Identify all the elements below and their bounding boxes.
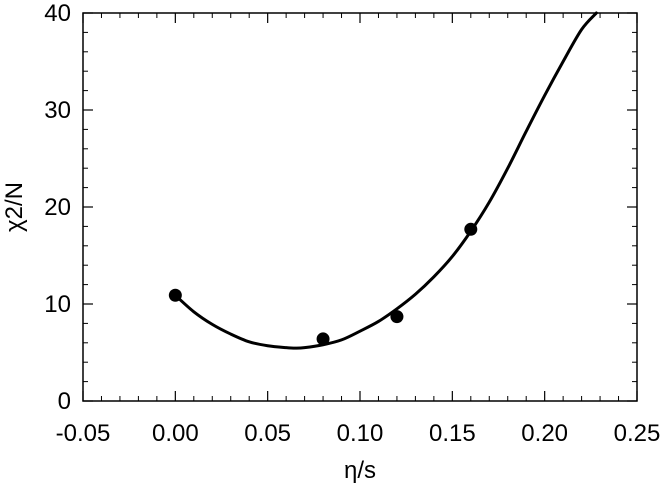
- y-tick-label: 10: [44, 291, 71, 318]
- x-tick-label: 0.20: [521, 420, 568, 447]
- y-tick-label: 40: [44, 0, 71, 27]
- x-tick-label: 0.25: [614, 420, 661, 447]
- plot-frame: [82, 12, 638, 402]
- y-tick-label: 20: [44, 194, 71, 221]
- data-point: [464, 222, 478, 236]
- y-axis-label: χ2/N: [1, 182, 28, 232]
- ticks-group: -0.05 0.00 0.05 0.10 0.15 0.20 0.25 0 10 20 30 40: [44, 0, 660, 447]
- x-axis-label: η/s: [344, 457, 376, 484]
- plot-frame-group: [82, 12, 638, 402]
- data-points-group: [168, 222, 478, 346]
- fit-curve-line: [173, 11, 598, 350]
- x-tick-label: 0.10: [337, 420, 384, 447]
- x-tick-label: 0.05: [244, 420, 291, 447]
- x-tick-label: 0.00: [152, 420, 199, 447]
- x-tick-label: -0.05: [56, 420, 111, 447]
- x-tick-label: 0.15: [429, 420, 476, 447]
- y-tick-label: 30: [44, 97, 71, 124]
- data-point: [390, 310, 404, 324]
- fit-curve-group: [173, 11, 598, 350]
- y-tick-label: 0: [58, 388, 71, 415]
- labels-group: η/s χ2/N: [1, 182, 376, 484]
- data-point: [316, 332, 330, 346]
- data-point: [168, 288, 182, 302]
